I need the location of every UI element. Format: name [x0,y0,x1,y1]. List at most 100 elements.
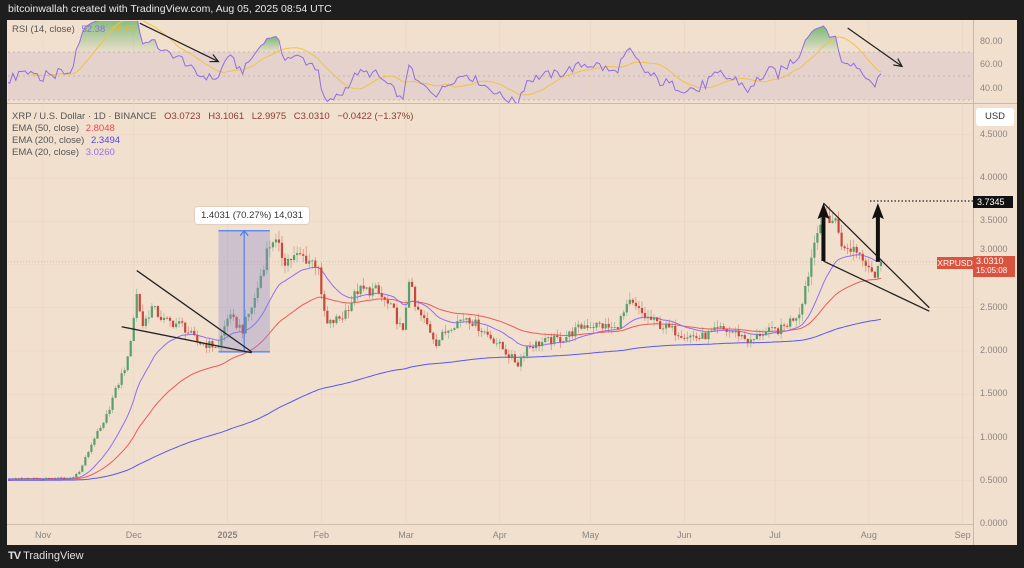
candle-body [649,316,653,320]
candle-body [849,248,852,252]
candle-body [710,330,713,332]
candle-body [292,255,296,261]
candle-body [256,287,259,299]
candle-body [50,478,54,480]
wedge-lower-trendline[interactable] [121,326,252,354]
candle-body [770,327,774,329]
candle [495,338,498,347]
candle [447,330,450,339]
candle [226,314,229,332]
candle-body [114,387,117,398]
candle [429,320,432,334]
candle [689,333,692,344]
candle-body [190,330,193,333]
candle-body [247,313,250,317]
ema200-legend[interactable]: EMA (200, close) 2.3494 [12,135,120,146]
candle-body [798,314,801,319]
candle-body [489,334,492,339]
candle [722,323,725,331]
candle [674,319,677,341]
candle-body [108,409,111,414]
price-tick: 3.0000 [980,244,1008,254]
candle [84,455,87,466]
candle-body [99,427,102,431]
arrow-up-icon[interactable] [817,203,830,262]
candle [280,236,284,267]
candle-body [126,356,129,371]
candle [662,325,665,334]
candle-body [677,335,680,337]
candle [184,321,187,340]
candle-body [362,285,365,289]
candle-body [831,220,834,223]
measure-arrow-icon [239,229,249,352]
candle-body [701,332,704,339]
candle [792,317,795,322]
candle [725,328,728,337]
candle [592,322,595,334]
candle [468,316,471,330]
candle-body [783,324,786,326]
candle-body [38,478,42,480]
candle-body [274,239,278,243]
candle [631,298,634,306]
wedge-lower-trendline[interactable] [823,260,930,312]
currency-button[interactable]: USD [976,108,1014,126]
candle [420,309,423,321]
candle [72,475,75,480]
candle [308,253,311,269]
candle [75,472,78,478]
candle-body [477,319,480,332]
candle-body [474,319,477,326]
arrow-up-icon[interactable] [871,203,884,262]
candle-body [29,478,32,479]
wedge-upper-trendline[interactable] [136,270,253,353]
candle [580,322,583,330]
candle-body [879,261,883,267]
candle-body [873,271,876,278]
candle-body [568,331,571,337]
candle-body [643,313,647,318]
candle [565,330,568,343]
candle-body [519,358,523,367]
candle-body [640,307,644,314]
candle [283,253,287,274]
ema200-value: 2.3494 [90,135,121,146]
candle-body [867,265,870,268]
chart-panel[interactable] [7,20,1017,545]
candle-body [795,318,798,321]
candle [413,285,417,312]
rsi-arrow-down-icon[interactable] [847,27,904,68]
candle [776,326,780,336]
candle [87,450,90,459]
rsi-arrow-down-icon[interactable] [139,22,220,63]
candle [716,320,719,334]
ema50-legend[interactable]: EMA (50, close) 2.8048 [12,123,115,134]
candle [525,345,529,359]
candle-body [398,323,402,325]
candle [63,476,66,479]
candle-body [625,303,628,313]
candle-body [719,326,722,328]
candle [286,254,290,272]
candle-body [556,335,559,338]
candle-body [320,267,323,295]
time-tick: Jun [677,530,692,540]
candle-body [407,281,411,308]
candle-body [404,307,408,330]
candle [241,323,244,338]
candle [610,321,613,334]
candle [746,338,749,348]
candle [528,341,532,349]
ema20-legend[interactable]: EMA (20, close) 3.0260 [12,147,115,158]
candle-body [129,341,132,357]
tradingview-logo[interactable]: TV TradingView [8,550,84,562]
candle [14,477,17,480]
ohlc-high: H3.1061 [208,111,245,122]
candle-body [807,276,810,287]
candle-body [456,321,459,329]
candle [680,330,683,339]
candle [752,338,755,344]
candle [577,320,580,334]
